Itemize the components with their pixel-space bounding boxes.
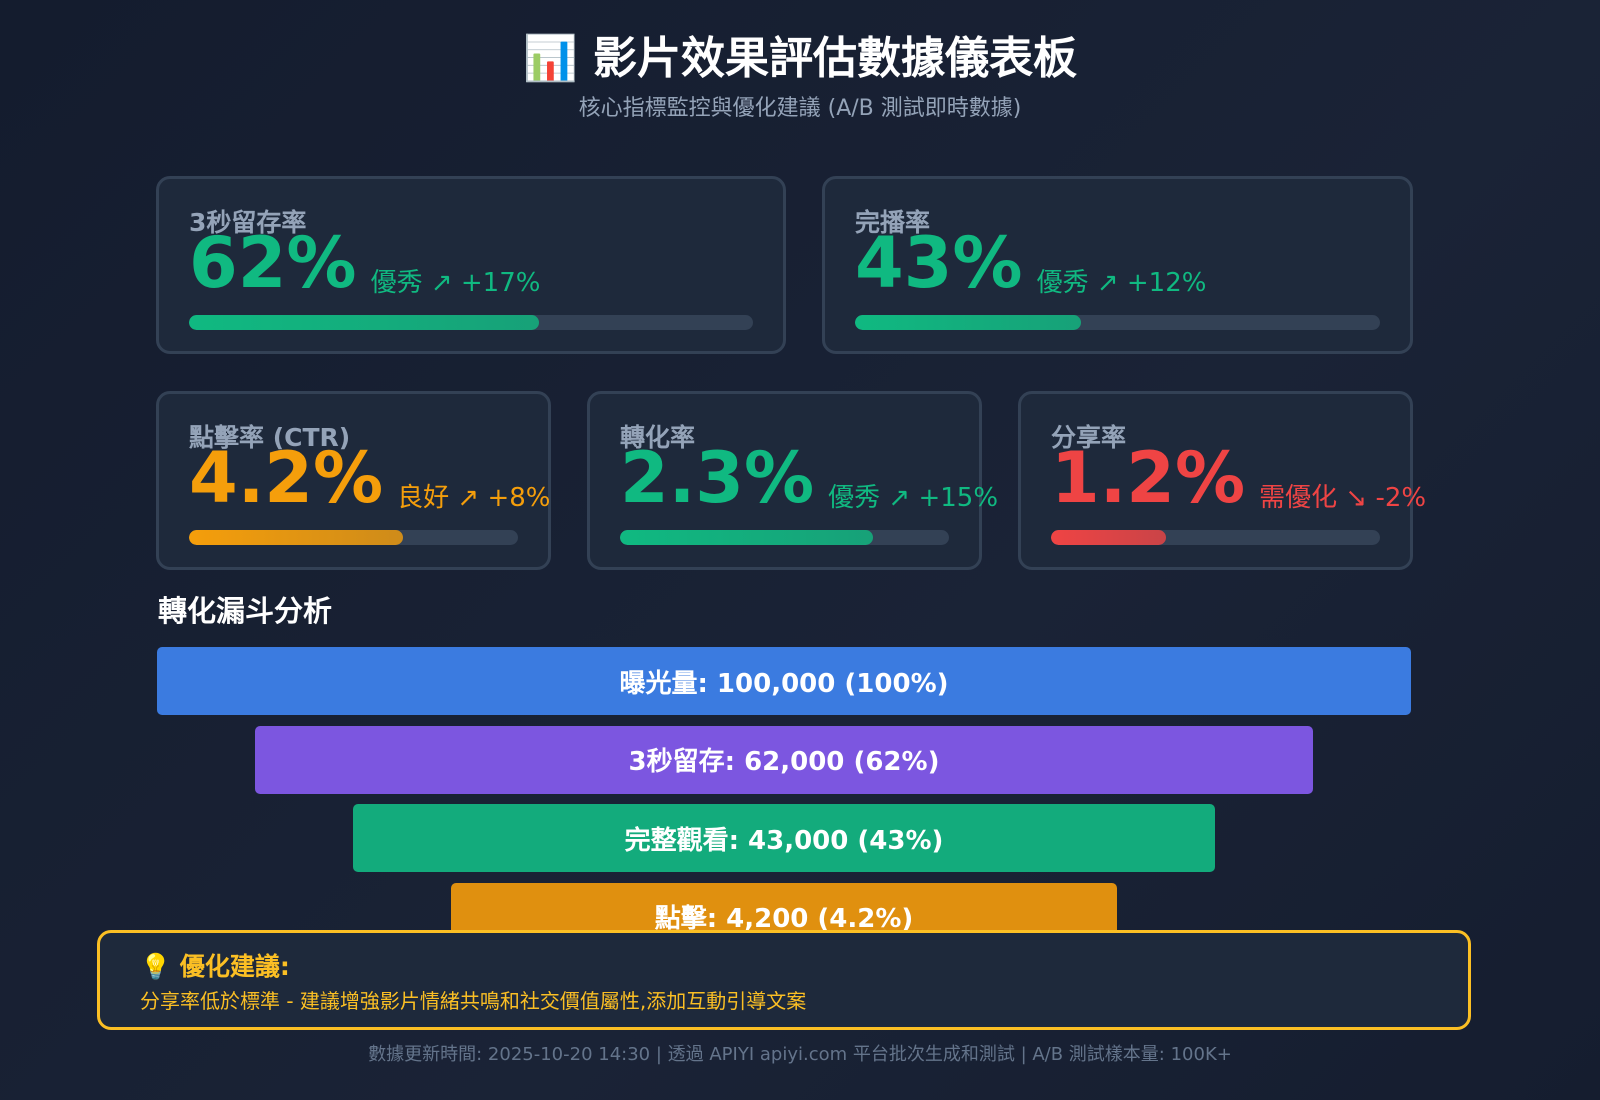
metric-label: 點擊率 (CTR) bbox=[189, 423, 351, 452]
progress-track bbox=[1051, 530, 1380, 545]
suggestion-title: 💡 優化建議: bbox=[140, 952, 290, 981]
metric-status: 優秀 ↗ +15% bbox=[828, 483, 999, 513]
progress-track bbox=[855, 315, 1380, 330]
metric-card: 點擊率 (CTR) 4.2% 良好 ↗ +8% bbox=[156, 391, 551, 570]
progress-track bbox=[189, 530, 518, 545]
funnel-title: 轉化漏斗分析 bbox=[158, 594, 333, 628]
footer: 數據更新時間: 2025-10-20 14:30 | 透過 APIYI apiy… bbox=[368, 1044, 1232, 1065]
progress-fill bbox=[1051, 530, 1167, 545]
metric-value: 2.3% bbox=[620, 437, 815, 519]
suggestion-text: 分享率低於標準 - 建議增強影片情緒共鳴和社交價值屬性,添加互動引導文案 bbox=[140, 989, 807, 1013]
metric-status: 需優化 ↘ -2% bbox=[1259, 483, 1427, 513]
progress-fill bbox=[620, 530, 874, 545]
metric-label: 轉化率 bbox=[620, 423, 696, 452]
metric-row: 1.2% 需優化 ↘ -2% bbox=[1051, 438, 1426, 518]
metric-value: 43% bbox=[855, 222, 1023, 304]
progress-fill bbox=[855, 315, 1081, 330]
suggestion-box: 💡 優化建議: 分享率低於標準 - 建議增強影片情緒共鳴和社交價值屬性,添加互動… bbox=[97, 930, 1471, 1030]
metric-label: 3秒留存率 bbox=[189, 208, 307, 237]
metric-value: 4.2% bbox=[189, 437, 384, 519]
metric-status: 優秀 ↗ +12% bbox=[1036, 268, 1207, 298]
metric-label: 分享率 bbox=[1051, 423, 1127, 452]
metric-label: 完播率 bbox=[855, 208, 931, 237]
progress-track bbox=[620, 530, 949, 545]
metric-card: 轉化率 2.3% 優秀 ↗ +15% bbox=[587, 391, 998, 570]
funnel-step: 曝光量: 100,000 (100%) bbox=[157, 647, 1411, 715]
funnel-step: 3秒留存: 62,000 (62%) bbox=[255, 725, 1313, 794]
metric-card: 分享率 1.2% 需優化 ↘ -2% bbox=[1018, 391, 1426, 570]
progress-fill bbox=[189, 530, 403, 545]
metric-status: 良好 ↗ +8% bbox=[397, 483, 551, 513]
metric-row: 43% 優秀 ↗ +12% bbox=[855, 223, 1206, 303]
metric-value: 1.2% bbox=[1051, 437, 1246, 519]
metric-status: 優秀 ↗ +17% bbox=[370, 268, 541, 298]
metric-value: 62% bbox=[189, 222, 357, 304]
funnel-step: 完整觀看: 43,000 (43%) bbox=[353, 804, 1215, 872]
metric-row: 4.2% 良好 ↗ +8% bbox=[189, 438, 551, 518]
metric-card: 完播率 43% 優秀 ↗ +12% bbox=[822, 176, 1413, 354]
progress-fill bbox=[189, 315, 539, 330]
metric-card: 3秒留存率 62% 優秀 ↗ +17% bbox=[156, 176, 786, 354]
metric-row: 2.3% 優秀 ↗ +15% bbox=[620, 438, 998, 518]
subtitle: 核心指標監控與優化建議 (A/B 測試即時數據) bbox=[578, 96, 1022, 121]
title: 📊 影片效果評估數據儀表板 bbox=[522, 33, 1078, 84]
progress-track bbox=[189, 315, 753, 330]
metric-row: 62% 優秀 ↗ +17% bbox=[189, 223, 540, 303]
